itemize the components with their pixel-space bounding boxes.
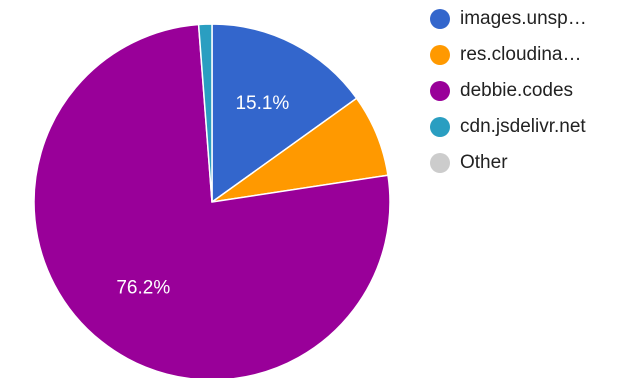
legend-item[interactable]: res.cloudina… [430,42,587,68]
pie-slice-images-unsp [211,23,358,204]
legend-swatch-icon [430,81,450,101]
legend-item[interactable]: debbie.codes [430,78,587,104]
legend-item[interactable]: cdn.jsdelivr.net [430,114,587,140]
legend-label: Other [460,152,508,173]
pie-slice-debbie-codes [33,23,391,378]
slice-label: 15.1% [235,93,289,114]
pie-slices [33,23,391,378]
legend-label: res.cloudina… [460,44,582,65]
legend-item[interactable]: Other [430,150,587,176]
legend-swatch-icon [430,153,450,173]
legend-swatch-icon [430,9,450,29]
legend-item[interactable]: images.unsp… [430,6,587,32]
legend-swatch-icon [430,45,450,65]
slice-label: 76.2% [116,277,170,298]
legend-swatch-icon [430,117,450,137]
chart-legend: images.unsp… res.cloudina… debbie.codes cdn… [430,6,587,186]
pie-slice-labels: 15.1% 76.2% [116,93,289,298]
legend-label: cdn.jsdelivr.net [460,116,586,137]
legend-label: images.unsp… [460,8,587,29]
legend-label: debbie.codes [460,80,574,101]
pie-slice-cdn-jsdelivr-net [197,23,213,203]
